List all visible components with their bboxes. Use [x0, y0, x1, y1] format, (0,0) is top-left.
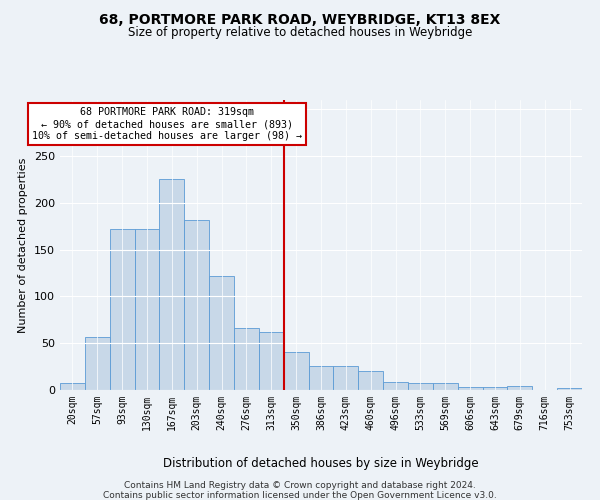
Bar	[259, 332, 284, 390]
Bar	[134, 229, 160, 390]
Bar	[557, 388, 582, 390]
Bar	[408, 382, 433, 390]
Bar	[458, 387, 482, 390]
Bar	[184, 220, 209, 390]
Bar	[209, 276, 234, 390]
Bar	[85, 336, 110, 390]
Bar	[508, 386, 532, 390]
Text: Size of property relative to detached houses in Weybridge: Size of property relative to detached ho…	[128, 26, 472, 39]
Bar	[160, 178, 184, 390]
Bar	[308, 366, 334, 390]
Bar	[284, 352, 308, 390]
Text: Distribution of detached houses by size in Weybridge: Distribution of detached houses by size …	[163, 458, 479, 470]
Text: 68 PORTMORE PARK ROAD: 319sqm
← 90% of detached houses are smaller (893)
10% of : 68 PORTMORE PARK ROAD: 319sqm ← 90% of d…	[32, 108, 302, 140]
Bar	[334, 366, 358, 390]
Y-axis label: Number of detached properties: Number of detached properties	[19, 158, 28, 332]
Bar	[358, 372, 383, 390]
Bar	[383, 382, 408, 390]
Text: Contains HM Land Registry data © Crown copyright and database right 2024.: Contains HM Land Registry data © Crown c…	[124, 481, 476, 490]
Text: 68, PORTMORE PARK ROAD, WEYBRIDGE, KT13 8EX: 68, PORTMORE PARK ROAD, WEYBRIDGE, KT13 …	[100, 12, 500, 26]
Bar	[433, 382, 458, 390]
Bar	[234, 328, 259, 390]
Text: Contains public sector information licensed under the Open Government Licence v3: Contains public sector information licen…	[103, 491, 497, 500]
Bar	[60, 384, 85, 390]
Bar	[110, 229, 134, 390]
Bar	[482, 387, 508, 390]
